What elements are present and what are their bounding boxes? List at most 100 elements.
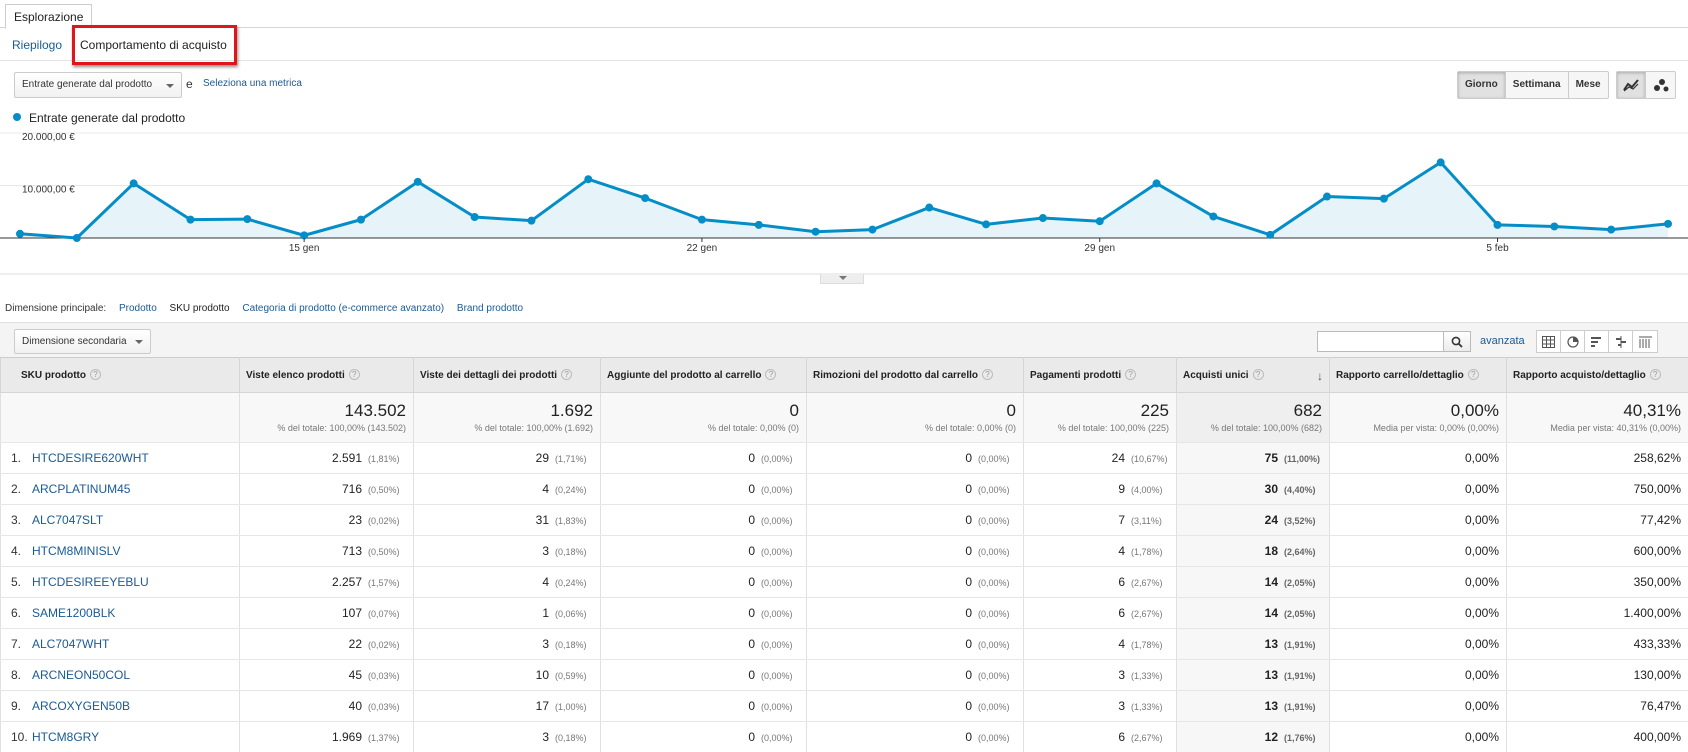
sku-link[interactable]: ARCOXYGEN50B bbox=[32, 699, 131, 713]
row-number: 1. bbox=[11, 451, 22, 465]
detail-views-cell: 3 (0,18%) bbox=[413, 535, 601, 567]
unique-purchases-cell: 30 (4,40%) bbox=[1176, 473, 1330, 505]
data-point bbox=[1266, 230, 1275, 239]
dimension-option-product-sku[interactable]: SKU prodotto bbox=[169, 303, 230, 314]
cart-to-detail-cell: 0,00% bbox=[1329, 659, 1507, 691]
primary-dimension-label: Dimensione principale: bbox=[5, 303, 107, 314]
help-icon[interactable]: ? bbox=[765, 369, 777, 380]
detail-views-cell: 29 (1,71%) bbox=[413, 442, 601, 474]
adds-to-cart-percent: (0,00%) bbox=[761, 702, 793, 712]
grid-table-icon bbox=[1542, 335, 1555, 348]
detail-views-value: 17 bbox=[535, 699, 549, 713]
table-row: 7. ALC7047WHT 22 (0,02%) 3 (0,18%) 0 (0,00%) 0 (0… bbox=[0, 628, 1688, 660]
column-header-product-sku[interactable]: SKU prodotto? bbox=[0, 357, 240, 393]
period-month-button[interactable]: Mese bbox=[1575, 79, 1601, 90]
sku-link[interactable]: ALC7047SLT bbox=[32, 513, 104, 527]
help-icon[interactable]: ? bbox=[1649, 369, 1661, 380]
secondary-dimension-dropdown[interactable]: Dimensione secondaria bbox=[14, 329, 151, 354]
view-percentage-button[interactable] bbox=[1561, 331, 1585, 352]
search-icon bbox=[1451, 336, 1463, 348]
subnav-shopping-behavior-link[interactable]: Comportamento di acquisto bbox=[80, 38, 227, 52]
comparison-icon bbox=[1615, 335, 1626, 348]
cart-to-detail-cell: 0,00% bbox=[1329, 597, 1507, 629]
primary-metric-dropdown[interactable]: Entrate generate dal prodotto bbox=[14, 72, 182, 98]
report-tabs: Esplorazione bbox=[0, 0, 1688, 29]
sku-link[interactable]: ARCNEON50COL bbox=[32, 668, 131, 682]
sku-link[interactable]: HTCM8GRY bbox=[32, 730, 100, 744]
sku-link[interactable]: HTCDESIRE620WHT bbox=[32, 451, 149, 465]
help-icon[interactable]: ? bbox=[982, 369, 994, 380]
cart-to-detail-value: 0,00% bbox=[1464, 637, 1499, 651]
line-chart-icon bbox=[1623, 79, 1639, 92]
select-metric-link[interactable]: Seleziona una metrica bbox=[203, 78, 302, 89]
sku-link[interactable]: HTCM8MINISLV bbox=[32, 544, 121, 558]
removes-from-cart-value: 0 bbox=[965, 699, 972, 713]
help-icon[interactable]: ? bbox=[561, 369, 573, 380]
view-comparison-button[interactable] bbox=[1609, 331, 1633, 352]
sku-link[interactable]: ALC7047WHT bbox=[32, 637, 110, 651]
checkouts-cell: 9 (4,00%) bbox=[1023, 473, 1177, 505]
period-day-button[interactable]: Giorno bbox=[1458, 72, 1506, 98]
checkouts-value: 7 bbox=[1118, 513, 1125, 527]
help-icon[interactable]: ? bbox=[1252, 369, 1264, 380]
data-point bbox=[1664, 219, 1672, 228]
subnav-summary-link[interactable]: Riepilogo bbox=[12, 38, 63, 52]
help-icon[interactable]: ? bbox=[1467, 369, 1479, 380]
search-button[interactable] bbox=[1443, 331, 1471, 352]
data-point bbox=[16, 229, 24, 238]
sku-link[interactable]: SAME1200BLK bbox=[32, 606, 116, 620]
dimension-option-product-category[interactable]: Categoria di prodotto (e-commerce avanza… bbox=[242, 303, 445, 314]
motion-chart-button[interactable] bbox=[1646, 72, 1675, 98]
help-icon[interactable]: ? bbox=[348, 369, 360, 380]
period-week-button[interactable]: Settimana bbox=[1506, 72, 1569, 98]
period-toggle: Giorno Settimana Mese bbox=[1457, 71, 1609, 99]
column-header-removes-from-cart[interactable]: Rimozioni del prodotto dal carrello? bbox=[806, 357, 1024, 393]
dimension-option-product[interactable]: Prodotto bbox=[118, 303, 157, 314]
line-chart-button[interactable] bbox=[1617, 72, 1646, 98]
column-header-cart-to-detail-rate[interactable]: Rapporto carrello/dettaglio? bbox=[1329, 357, 1507, 393]
adds-to-cart-value: 0 bbox=[748, 668, 755, 682]
column-header-buy-to-detail-rate[interactable]: Rapporto acquisto/dettaglio? bbox=[1506, 357, 1688, 393]
view-data-button[interactable] bbox=[1537, 331, 1561, 352]
chart-collapse-handle[interactable] bbox=[820, 274, 864, 284]
sku-cell: 1. HTCDESIRE620WHT bbox=[0, 442, 240, 474]
checkouts-percent: (1,33%) bbox=[1131, 702, 1163, 712]
help-icon[interactable]: ? bbox=[1125, 369, 1137, 380]
table-row: 10. HTCM8GRY 1.969 (1,37%) 3 (0,18%) 0 (0,00%) 0… bbox=[0, 721, 1688, 752]
series-line bbox=[19, 160, 1669, 240]
table-search-input[interactable] bbox=[1317, 331, 1471, 352]
list-views-value: 2.257 bbox=[331, 575, 362, 589]
column-header-detail-views[interactable]: Viste dei dettagli dei prodotti? bbox=[413, 357, 601, 393]
tab-explore[interactable]: Esplorazione bbox=[5, 4, 93, 29]
detail-views-cell: 3 (0,18%) bbox=[413, 721, 601, 752]
totals-cell: 1.692 % del totale: 100,00% (1.692) bbox=[413, 392, 601, 443]
checkouts-cell: 7 (3,11%) bbox=[1023, 504, 1177, 536]
column-header-list-views[interactable]: Viste elenco prodotti? bbox=[239, 357, 414, 393]
table-header-row: SKU prodotto? Viste elenco prodotti? Vis… bbox=[0, 357, 1688, 393]
view-performance-button[interactable] bbox=[1585, 331, 1609, 352]
bubbles-icon bbox=[1653, 79, 1668, 92]
sku-link[interactable]: HTCDESIREEYEBLU bbox=[32, 575, 149, 589]
column-header-unique-purchases[interactable]: Acquisti unici? ↓ bbox=[1176, 357, 1330, 393]
report-subnav: Riepilogo Comportamento di acquisto bbox=[0, 28, 1688, 61]
column-header-label: Viste dei dettagli dei prodotti bbox=[420, 370, 558, 381]
cart-to-detail-cell: 0,00% bbox=[1329, 442, 1507, 474]
column-header-checkouts[interactable]: Pagamenti prodotti? bbox=[1023, 357, 1177, 393]
list-views-percent: (0,02%) bbox=[368, 516, 400, 526]
unique-purchases-cell: 12 (1,76%) bbox=[1176, 721, 1330, 752]
adds-to-cart-percent: (0,00%) bbox=[761, 671, 793, 681]
list-views-percent: (1,57%) bbox=[368, 578, 400, 588]
help-icon[interactable]: ? bbox=[90, 369, 101, 380]
advanced-filter-link[interactable]: avanzata bbox=[1480, 335, 1525, 347]
cart-to-detail-value: 0,00% bbox=[1464, 513, 1499, 527]
column-header-label: Rimozioni del prodotto dal carrello bbox=[813, 370, 979, 381]
data-point bbox=[1038, 214, 1047, 223]
view-pivot-button[interactable] bbox=[1633, 331, 1657, 352]
column-header-adds-to-cart[interactable]: Aggiunte del prodotto al carrello? bbox=[600, 357, 807, 393]
dimension-option-product-brand[interactable]: Brand prodotto bbox=[456, 303, 524, 314]
sku-link[interactable]: ARCPLATINUM45 bbox=[32, 482, 131, 496]
totals-value: 1.692 bbox=[550, 401, 593, 420]
detail-views-percent: (1,83%) bbox=[555, 516, 587, 526]
list-views-percent: (0,02%) bbox=[368, 640, 400, 650]
data-point bbox=[1436, 158, 1445, 167]
